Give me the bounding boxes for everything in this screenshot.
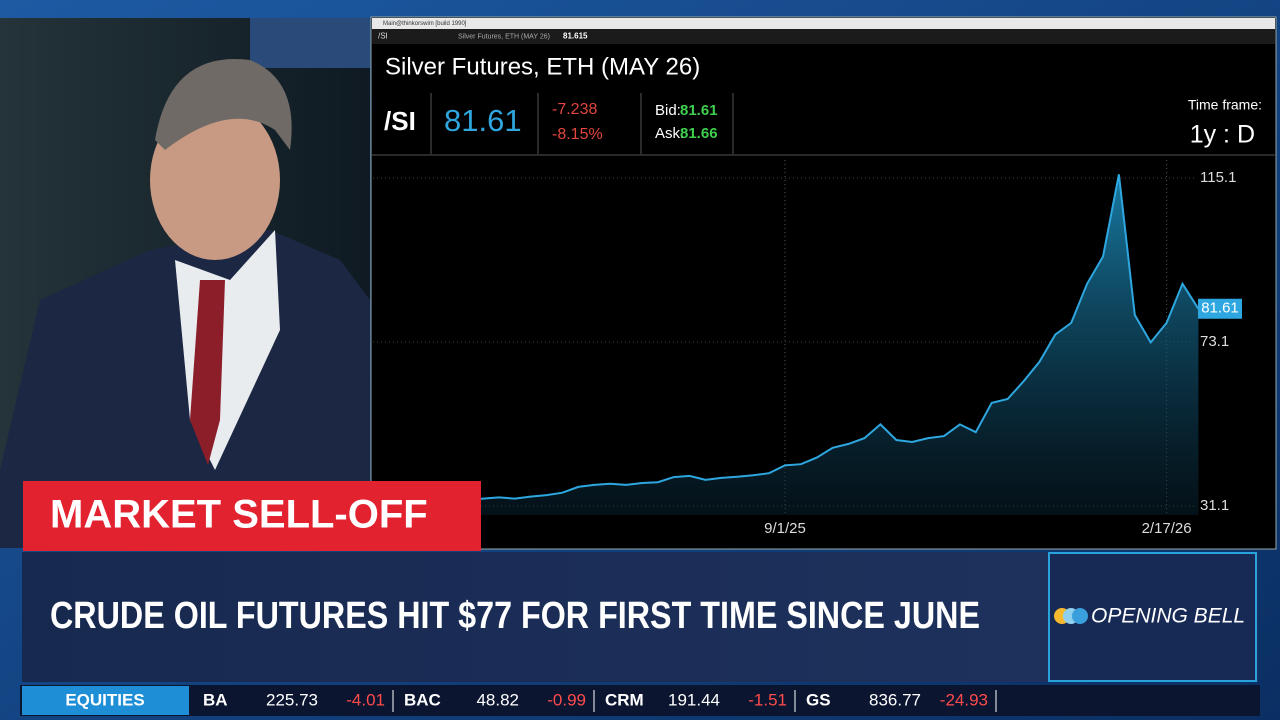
quote-change: -7.238 (552, 101, 597, 118)
lower-third: MARKET SELL-OFF CRUDE OIL FUTURES HIT $7… (20, 481, 1260, 716)
ticker-change: -4.01 (346, 690, 385, 709)
ticker-label: EQUITIES (65, 690, 144, 709)
ticker-change: -1.51 (748, 690, 787, 709)
quote-symbol: /SI (384, 106, 416, 136)
quote-last: 81.61 (444, 103, 522, 138)
ticker-symbol: CRM (605, 690, 644, 709)
video (0, 18, 370, 548)
ticker-change: -24.93 (940, 690, 988, 709)
timeframe-label: Time frame: (1188, 97, 1262, 113)
ticker-price: 836.77 (869, 690, 921, 709)
headline: CRUDE OIL FUTURES HIT $77 FOR FIRST TIME… (50, 595, 980, 637)
y-tick-label: 73.1 (1200, 333, 1229, 350)
ticker-symbol: GS (806, 690, 831, 709)
y-tick-label: 115.1 (1200, 169, 1236, 186)
y-tick-label: 31.1 (1200, 497, 1229, 514)
chart-title: Silver Futures, ETH (MAY 26) (385, 53, 700, 80)
ticker-price: 191.44 (668, 690, 720, 709)
last-price-label: 81.61 (1201, 300, 1239, 317)
ticker-price: 225.73 (266, 690, 318, 709)
bid: 81.61 (680, 102, 718, 119)
show-name: OPENING BELL (1091, 605, 1245, 628)
ticker-symbol: BA (203, 690, 228, 709)
ticker-symbol: BAC (404, 690, 441, 709)
banner-tag: MARKET SELL-OFF (50, 493, 428, 537)
ask: 81.66 (680, 125, 718, 142)
bid-label: Bid: (655, 102, 681, 119)
window-title: Main@thinkorswim [build 1990] (383, 21, 467, 27)
x-tick-label: 9/1/25 (764, 520, 806, 537)
toolbar-symbol[interactable]: /SI (378, 32, 388, 41)
ask-label: Ask: (655, 125, 684, 142)
x-tick-label: 2/17/26 (1142, 520, 1192, 537)
quote-change-pct: -8.15% (552, 126, 603, 143)
ticker-price: 48.82 (476, 690, 519, 709)
line (371, 174, 1200, 510)
last-price-tag (1198, 298, 1242, 319)
timeframe[interactable]: 1y : D (1190, 121, 1255, 149)
area (371, 174, 1199, 515)
toolbar-last: 81.615 (563, 32, 588, 41)
ticker-change: -0.99 (547, 690, 586, 709)
toolbar-name: Silver Futures, ETH (MAY 26) (458, 33, 550, 40)
